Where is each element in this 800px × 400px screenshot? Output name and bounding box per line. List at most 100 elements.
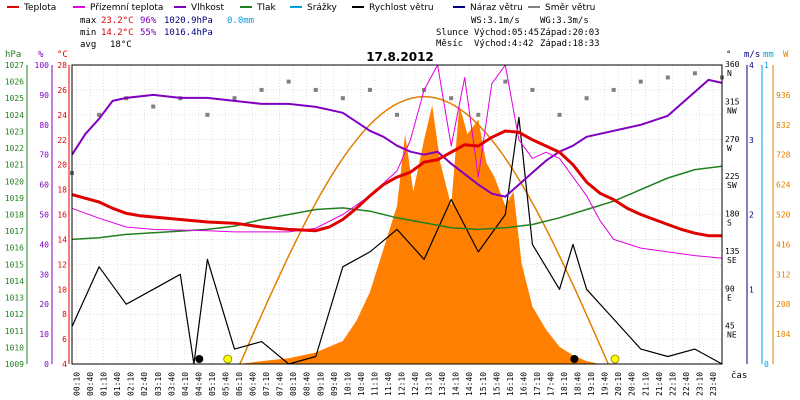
time-tick: 03:40 xyxy=(167,372,176,396)
humidity-tick-label: 10 xyxy=(39,330,49,339)
temperature-tick-label: 26 xyxy=(57,86,67,95)
temperature-tick-label: 4 xyxy=(62,360,67,369)
pressure-tick-label: 1011 xyxy=(5,327,24,336)
pressure-tick-label: 1015 xyxy=(5,260,24,269)
legend-label: Tlak xyxy=(256,3,277,13)
time-tick-label: 12:40 xyxy=(411,372,420,396)
wind-direction-dot xyxy=(692,71,697,76)
time-tick: 08:10 xyxy=(289,372,298,396)
stat-max-label: max xyxy=(80,16,97,26)
pressure-tick-label: 1014 xyxy=(5,277,24,286)
time-tick: 19:40 xyxy=(601,372,610,396)
legend-label: Srážky xyxy=(307,3,338,13)
time-tick: 06:10 xyxy=(235,372,244,396)
pressure-tick-label: 1020 xyxy=(5,177,24,186)
time-tick: 16:10 xyxy=(506,372,515,396)
time-tick-label: 10:10 xyxy=(343,372,352,396)
moonrise-marker xyxy=(195,355,204,363)
stat-min-press: 1016.4hPa xyxy=(164,28,213,38)
legend-label: Přízemní teplota xyxy=(90,3,163,13)
legend-label: Teplota xyxy=(23,3,56,13)
time-tick: 05:10 xyxy=(208,372,217,396)
wind-direction-dot xyxy=(313,87,318,92)
unit-wind: m/s xyxy=(744,50,760,60)
direction-tick-label: 225 xyxy=(725,172,740,181)
solar-radiation-area xyxy=(72,105,722,365)
time-tick: 07:40 xyxy=(276,372,285,396)
legend-label: Vlhkost xyxy=(191,3,224,13)
solar-tick-label: 624 xyxy=(776,181,791,190)
time-tick-label: 16:40 xyxy=(519,372,528,396)
wind-direction-dot xyxy=(638,79,643,84)
time-tick: 13:10 xyxy=(425,372,434,396)
time-tick-label: 02:10 xyxy=(127,372,136,396)
stat-sun-label: Slunce xyxy=(436,28,469,38)
time-tick-label: 10:40 xyxy=(357,372,366,396)
time-tick: 16:40 xyxy=(519,372,528,396)
stat-sun-rise: Východ:05:45 xyxy=(474,28,539,38)
time-tick-label: 22:40 xyxy=(682,372,691,396)
time-tick: 13:40 xyxy=(438,372,447,396)
time-tick: 02:10 xyxy=(127,372,136,396)
stat-min-label: min xyxy=(80,28,96,38)
temperature-tick-label: 14 xyxy=(57,235,67,244)
unit-hum: % xyxy=(38,50,44,60)
moonset-marker xyxy=(570,355,579,363)
time-tick-label: 09:10 xyxy=(316,372,325,396)
pressure-tick-label: 1012 xyxy=(5,310,24,319)
time-tick-label: 04:10 xyxy=(181,372,190,396)
time-tick-label: 07:10 xyxy=(262,372,271,396)
time-tick-label: 03:40 xyxy=(167,372,176,396)
wind-direction-dot xyxy=(503,79,508,84)
time-tick: 12:40 xyxy=(411,372,420,396)
pressure-tick-label: 1009 xyxy=(5,360,24,369)
time-tick-label: 09:40 xyxy=(330,372,339,396)
wind-tick-label: 1 xyxy=(749,285,754,294)
plot-frame xyxy=(71,64,723,365)
humidity-tick-label: 90 xyxy=(39,91,49,100)
stat-max-rain: 0.0mm xyxy=(227,16,254,26)
rain-tick-label: 1 xyxy=(764,61,769,70)
time-tick-label: 20:10 xyxy=(614,372,623,396)
legend-label: Rychlost větru xyxy=(369,3,434,13)
time-tick: 11:40 xyxy=(384,372,393,396)
wind-direction-dot xyxy=(97,112,102,117)
unit-temp: °C xyxy=(57,50,68,60)
time-tick-label: 00:10 xyxy=(73,372,82,396)
time-tick-label: 19:40 xyxy=(601,372,610,396)
time-tick: 15:40 xyxy=(492,372,501,396)
direction-tick-label: 45 xyxy=(725,322,735,331)
time-tick: 14:40 xyxy=(465,372,474,396)
time-tick: 06:40 xyxy=(249,372,258,396)
unit-dir: ° xyxy=(726,50,731,60)
stat-min-temp: 14.2°C xyxy=(101,28,134,38)
temperature-tick-label: 6 xyxy=(62,335,67,344)
pressure-tick-label: 1010 xyxy=(5,343,24,352)
time-tick: 01:10 xyxy=(100,372,109,396)
time-tick-label: 08:40 xyxy=(303,372,312,396)
pressure-tick-label: 1025 xyxy=(5,94,24,103)
legend-label: Směr větru xyxy=(545,3,595,13)
time-tick-label: 18:40 xyxy=(574,372,583,396)
wind-tick-label: 2 xyxy=(749,211,754,220)
solar-tick-label: 312 xyxy=(776,270,791,279)
solar-tick-label: 520 xyxy=(776,211,791,220)
time-tick-label: 06:10 xyxy=(235,372,244,396)
stat-wg: WG:3.3m/s xyxy=(540,16,589,26)
wind-direction-dot xyxy=(151,104,156,109)
time-tick-label: 05:10 xyxy=(208,372,217,396)
stat-max-press: 1020.9hPa xyxy=(164,16,213,26)
temperature-tick-label: 24 xyxy=(57,111,67,120)
humidity-tick-label: 30 xyxy=(39,270,49,279)
temperature-tick-label: 16 xyxy=(57,211,67,220)
time-tick-label: 08:10 xyxy=(289,372,298,396)
temperature-tick-label: 28 xyxy=(57,61,67,70)
pressure-tick-label: 1027 xyxy=(5,61,24,70)
unit-rain: mm xyxy=(763,50,774,60)
time-tick: 18:10 xyxy=(560,372,569,396)
time-tick: 18:40 xyxy=(574,372,583,396)
time-tick-label: 06:40 xyxy=(249,372,258,396)
unit-solar: W xyxy=(783,50,789,60)
time-tick-label: 11:10 xyxy=(370,372,379,396)
